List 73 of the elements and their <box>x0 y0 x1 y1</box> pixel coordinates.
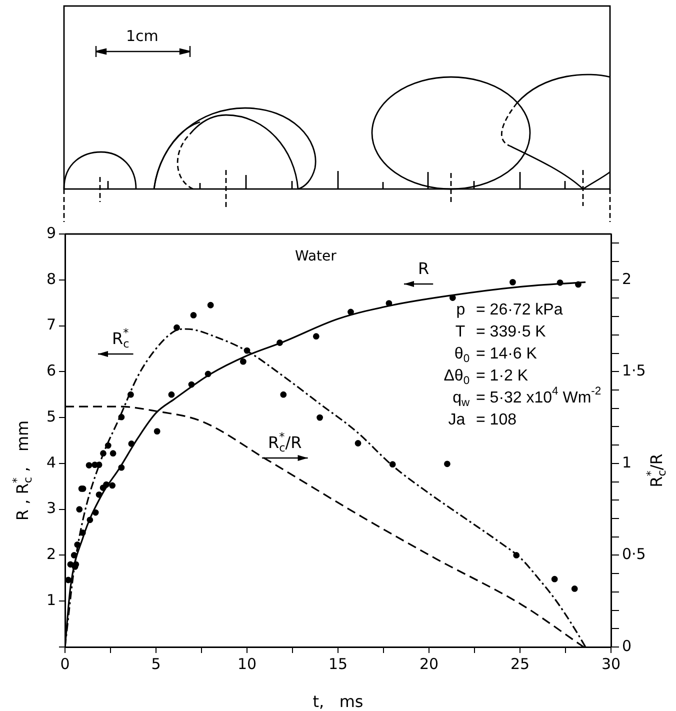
y-tick-label: 6 <box>46 362 56 380</box>
point <box>207 302 214 308</box>
point <box>103 481 110 488</box>
y-axis-title: R , R*c , mm <box>10 420 35 521</box>
point <box>240 358 246 365</box>
point <box>100 450 106 457</box>
point <box>174 324 180 331</box>
annotation: Ja = 108 <box>448 411 517 428</box>
point <box>128 391 134 398</box>
y2-tick-label: 0·5 <box>622 545 646 564</box>
y-tick-label: 2 <box>46 545 56 564</box>
y2-tick-label: 1 <box>622 453 632 472</box>
y2-tick-label: 0 <box>622 636 632 655</box>
point <box>104 442 112 449</box>
y-tick-label: 5 <box>46 407 56 426</box>
point <box>188 381 195 388</box>
y2-axis-title: R*c/R <box>644 454 669 488</box>
x-tick-label: 0 <box>60 654 70 673</box>
point <box>389 461 396 468</box>
point <box>118 464 125 471</box>
series-label: R <box>418 259 430 278</box>
point <box>128 440 135 447</box>
point <box>76 506 83 513</box>
point <box>316 414 323 421</box>
point <box>312 333 320 340</box>
point <box>86 516 94 524</box>
point <box>74 541 81 548</box>
annotation: T = 339·5 K <box>455 323 546 340</box>
y2-tick-label: 1·5 <box>622 362 646 380</box>
y-tick-label: 1 <box>46 591 56 609</box>
x-tick-label: 5 <box>151 654 161 673</box>
point <box>190 312 197 318</box>
point <box>348 308 354 316</box>
point <box>276 340 283 346</box>
x-tick-label: 10 <box>237 654 257 673</box>
point <box>168 391 175 398</box>
point <box>513 552 520 558</box>
text: 1cm <box>126 27 158 45</box>
point <box>386 300 392 306</box>
point <box>551 576 558 582</box>
point <box>154 428 160 435</box>
point <box>86 462 92 468</box>
point <box>449 294 456 301</box>
y2-tick-label: 2 <box>622 270 632 288</box>
annotation: p = 26·72 kPa <box>456 301 563 318</box>
point <box>571 586 578 592</box>
y-tick-label: 9 <box>46 224 56 242</box>
annotation: Water <box>295 248 337 265</box>
x-tick-label: 25 <box>510 654 530 673</box>
point <box>65 576 72 584</box>
point <box>118 414 125 420</box>
point <box>79 530 86 536</box>
point <box>444 460 450 468</box>
y-tick-label: 3 <box>46 499 56 518</box>
point <box>575 281 582 288</box>
x-tick-label: 20 <box>419 654 439 673</box>
y-tick-label: 8 <box>46 270 56 288</box>
point <box>110 450 116 457</box>
point <box>354 440 362 446</box>
x-tick-label: 15 <box>328 654 348 673</box>
point <box>280 391 287 398</box>
point <box>96 491 102 498</box>
point <box>556 279 564 286</box>
point <box>204 370 212 378</box>
point <box>510 278 516 286</box>
point <box>109 482 116 489</box>
y-tick-label: 7 <box>46 316 56 334</box>
x-axis-title: t, ms <box>312 692 364 711</box>
point <box>92 509 99 516</box>
y-tick-label: 4 <box>46 453 56 472</box>
point <box>244 347 250 354</box>
point <box>96 462 102 468</box>
x-tick-label: 30 <box>601 654 621 673</box>
